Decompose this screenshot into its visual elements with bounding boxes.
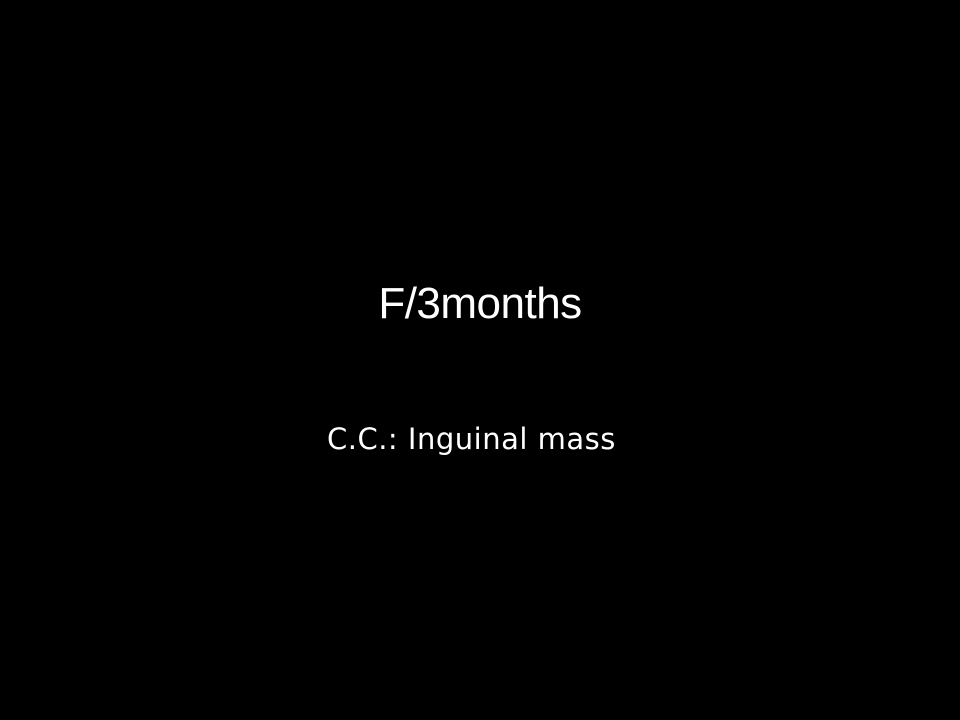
slide-title: F/3months bbox=[378, 279, 582, 328]
slide-subtitle: C.C.: Inguinal mass bbox=[327, 422, 616, 456]
